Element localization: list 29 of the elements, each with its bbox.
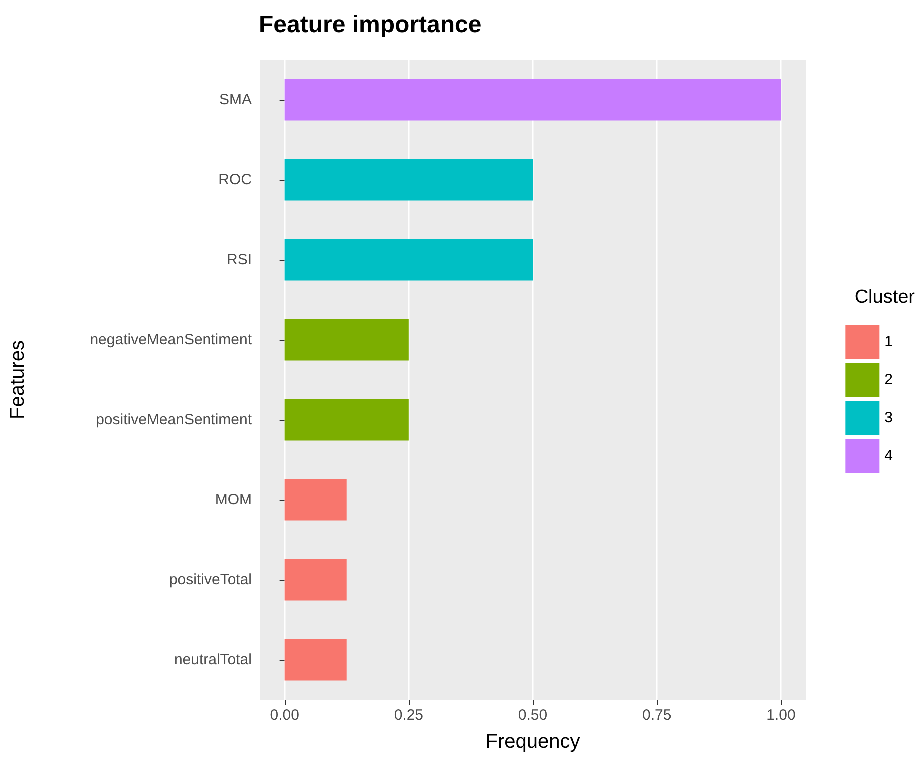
y-axis-title: Features	[7, 340, 29, 420]
bar	[284, 239, 533, 281]
x-tick-label: 1.00	[766, 707, 796, 724]
x-tick-label: 0.25	[394, 707, 424, 724]
x-tick-label: 0.00	[270, 707, 300, 724]
bar	[284, 159, 533, 201]
chart-title: Feature importance	[259, 12, 482, 38]
y-tick-label: ROC	[218, 172, 252, 188]
legend-label: 2	[884, 372, 893, 388]
bar	[284, 559, 347, 601]
legend-label: 1	[884, 334, 893, 350]
x-tick-label: 0.75	[642, 707, 672, 724]
bar	[284, 319, 409, 361]
y-tick-label: RSI	[226, 252, 252, 268]
y-tick-label: neutralTotal	[174, 652, 252, 668]
x-axis-title: Frequency	[486, 731, 580, 753]
bar	[284, 479, 347, 521]
bar	[284, 399, 409, 441]
y-tick-label: SMA	[219, 92, 252, 108]
bar	[284, 639, 347, 681]
y-tick-label: positiveTotal	[169, 572, 252, 588]
x-tick-label: 0.50	[518, 707, 548, 724]
bar	[284, 79, 782, 121]
legend-label: 4	[884, 448, 893, 464]
y-tick-label: MOM	[215, 492, 252, 508]
y-tick-label: positiveMeanSentiment	[96, 412, 253, 428]
legend-title: Cluster	[854, 287, 916, 308]
legend-label: 3	[884, 410, 893, 426]
y-tick-label: negativeMeanSentiment	[90, 332, 253, 348]
